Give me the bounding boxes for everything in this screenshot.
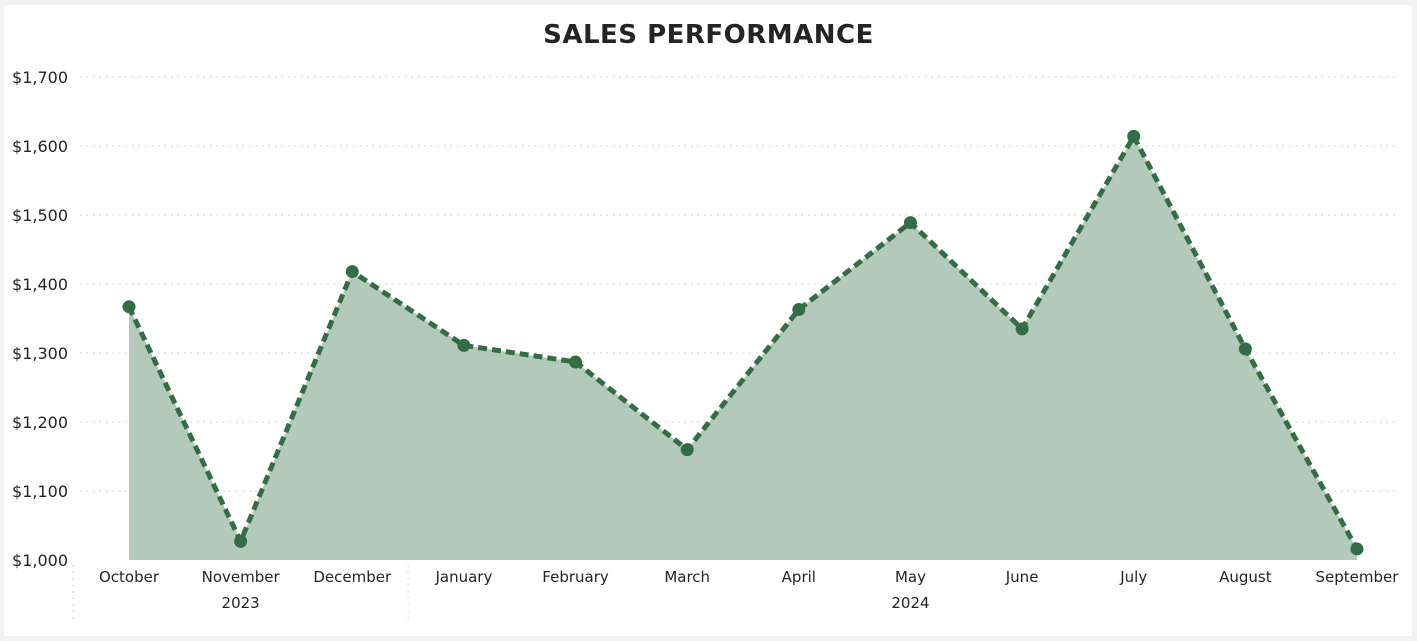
series-line (126, 131, 1360, 551)
x-tick-label: July (1119, 568, 1147, 586)
x-tick-label: January (434, 568, 492, 586)
data-point-march[interactable] (680, 443, 694, 457)
x-tick-label: November (202, 568, 281, 586)
x-tick-label: August (1219, 568, 1272, 586)
x-group-label: 2024 (891, 594, 929, 612)
y-tick-label: $1,200 (12, 413, 68, 432)
x-tick-label: April (782, 568, 816, 586)
data-point-june[interactable] (1015, 322, 1029, 336)
x-tick-label: December (313, 568, 392, 586)
y-tick-label: $1,400 (12, 275, 68, 294)
x-tick-label: October (99, 568, 160, 586)
data-point-july[interactable] (1127, 129, 1141, 143)
chart-title: SALES PERFORMANCE (543, 20, 874, 50)
series-line-group (126, 131, 1360, 551)
area-fill (129, 136, 1357, 560)
x-tick-label: May (895, 568, 926, 586)
y-tick-label: $1,000 (12, 551, 68, 570)
y-tick-label: $1,700 (12, 68, 68, 87)
area-fill-group (129, 136, 1357, 560)
data-point-october[interactable] (122, 300, 136, 314)
x-tick-label: February (542, 568, 609, 586)
data-point-december[interactable] (345, 265, 359, 279)
data-point-november[interactable] (234, 534, 248, 548)
y-tick-label: $1,500 (12, 206, 68, 225)
y-tick-label: $1,300 (12, 344, 68, 363)
data-points (122, 129, 1364, 556)
data-point-april[interactable] (792, 303, 806, 317)
data-point-september[interactable] (1350, 542, 1364, 556)
x-tick-label: September (1316, 568, 1400, 586)
x-group-label: 2023 (222, 594, 260, 612)
y-axis: $1,000 $1,100 $1,200 $1,300 $1,400 $1,500 $1,6… (12, 68, 68, 570)
data-point-january[interactable] (457, 338, 471, 352)
data-point-august[interactable] (1238, 342, 1252, 356)
data-point-may[interactable] (903, 216, 917, 230)
x-tick-label: June (1005, 568, 1039, 586)
x-tick-label: March (664, 568, 710, 586)
y-tick-label: $1,600 (12, 137, 68, 156)
data-point-february[interactable] (569, 355, 583, 369)
y-tick-label: $1,100 (12, 482, 68, 501)
x-axis: October November December January February Ma… (72, 565, 1400, 620)
